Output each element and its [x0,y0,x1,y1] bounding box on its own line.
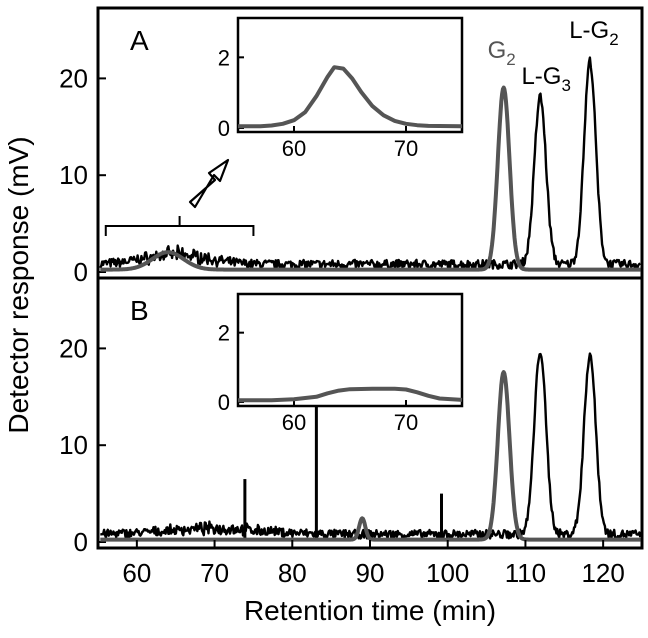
panel-b-y-ticks: 0 10 20 [59,333,106,557]
panel-b-letter: B [130,295,149,326]
inset-x-tick-label: 60 [282,136,306,161]
peak-label-text: L-G [521,63,561,90]
zoom-arrow-icon [188,158,230,209]
peak-label-subscript: 2 [506,50,515,69]
y-tick-label: 10 [59,430,88,460]
black-trace [99,56,641,270]
panel-a-y-ticks: 0 10 20 [59,63,106,287]
inset-y-tick-label: 2 [218,321,230,346]
y-tick-label: 20 [59,63,88,93]
y-axis-label: Detector response (mV) [3,136,34,433]
panel-a-bracket [104,216,255,236]
bracket-line [104,216,255,236]
panel-a-inset: 60 70 0 2 [218,16,464,161]
x-tick-label: 80 [278,558,307,588]
inset-trace [238,65,463,129]
y-tick-label: 0 [74,527,88,557]
peak-label-text: G [488,37,507,64]
panel-b-traces [99,352,642,542]
panel-a-traces [99,56,642,272]
y-tick-label: 0 [74,257,88,287]
panel-b-inset: 60 70 0 2 [218,292,464,435]
x-tick-label: 90 [356,558,385,588]
inset-y-tick-label: 0 [218,390,230,415]
x-tick-label: 70 [200,558,229,588]
peak-label: L-G3 [521,63,570,95]
peak-label-subscript: 2 [609,30,618,49]
x-axis-label: Retention time (min) [244,595,496,626]
inset-y-tick-label: 2 [218,45,230,70]
x-tick-label: 100 [426,558,469,588]
panel-a-letter: A [130,25,149,56]
inset-y-tick-label: 0 [218,116,230,141]
gray-trace [99,85,642,272]
inset-x-tick-label: 70 [394,410,418,435]
peak-label-text: L-G [569,17,609,44]
gray-trace [99,370,642,542]
inset-trace [238,386,463,403]
x-tick-label: 120 [581,558,624,588]
inset-x-tick-label: 60 [282,410,306,435]
y-tick-label: 10 [59,160,88,190]
x-ticks: 60 70 80 90 100 110 120 [122,540,625,588]
black-trace [100,352,642,540]
x-tick-label: 110 [505,558,546,588]
panel-a-peak-labels: G2L-G3L-G2 [488,17,619,95]
peak-label-subscript: 3 [561,76,570,95]
y-tick-label: 20 [59,333,88,363]
inset-x-tick-label: 70 [394,136,418,161]
x-tick-label: 60 [122,558,151,588]
peak-label: G2 [488,37,516,69]
peak-label: L-G2 [569,17,618,49]
panel-b: B 0 10 20 60 70 0 2 [59,276,644,557]
